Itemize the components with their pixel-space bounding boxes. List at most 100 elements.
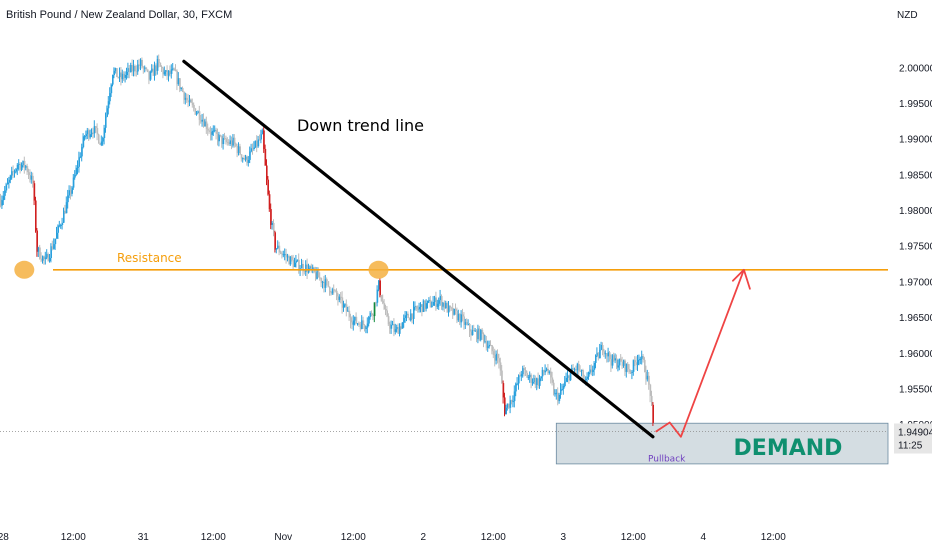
candle-body [166,70,169,76]
candle-body [30,175,33,180]
candle-body [576,363,579,371]
candle-body [28,172,30,176]
candle-body [326,279,328,282]
x-tick-label: 12:00 [621,532,646,543]
candle-body [12,171,15,173]
candle-body [627,363,629,370]
candle-body [386,310,388,317]
candle-body [128,68,131,73]
candle-body [91,132,93,135]
candle-body [595,355,597,363]
candle-body [473,330,475,332]
candle-body [148,71,150,80]
demand-zone-layer [555,422,889,465]
candle-body [57,225,59,233]
candle-body [413,306,415,319]
candle-body [280,252,282,254]
candle-body [197,111,199,114]
candle-body [161,66,163,69]
candle-body [435,297,437,307]
candles [0,54,654,426]
candle-body [60,225,62,227]
candle-body [600,345,603,350]
title-separator: , [194,9,202,21]
candle-body [205,121,208,130]
x-tick-label: 12:00 [341,532,366,543]
candle-body [47,254,50,262]
candle-body [578,363,580,371]
currency-label: NZD [897,10,918,21]
candle-body [324,279,327,288]
candle-body [624,360,626,372]
candle-body [75,167,78,175]
candle-body [316,270,318,279]
candle-body [7,182,9,185]
candle-body [343,304,345,308]
x-tick-label: 12:00 [761,532,786,543]
candle-body [508,403,510,408]
candle-body [268,194,271,210]
projection-path [655,269,745,438]
candle-body [331,289,334,294]
candle-body [347,310,349,312]
candle-body [154,65,156,76]
candle-body [29,175,31,180]
candle-body [403,318,405,323]
candle-body [309,266,311,269]
candle-body [432,301,435,306]
candle-body [520,374,523,377]
candle-body [533,378,535,383]
candle-body [541,370,544,377]
y-tick-label: 1.96000 [899,349,932,360]
candle-body [222,138,225,145]
candle-body [336,290,338,297]
candle-body [456,310,458,321]
candle-body [373,302,376,317]
candle-body [518,375,520,384]
candle-body [523,368,526,371]
candle-body [284,254,286,256]
candle-body [245,156,247,160]
candle-body [44,257,47,259]
candle-body [446,303,449,313]
candle-body [560,389,562,395]
candle-body [102,138,104,142]
candle-body [99,143,101,145]
candle-body [506,403,509,408]
candle-body [63,210,65,223]
candle-body [112,75,114,85]
candle-body [201,119,204,122]
candle-body [21,165,23,170]
candle-body [425,303,428,309]
candle-body [168,70,170,76]
candle-body [462,314,464,317]
candle-body [499,362,502,371]
price-tag-value: 1.94904 [898,428,932,439]
candle-body [490,344,492,346]
candle-body [43,256,45,259]
candle-body [131,65,134,72]
candle-body [65,202,68,214]
candle-body [9,175,12,180]
candle-body [221,135,223,145]
candle-body [362,320,365,325]
candle-body [491,345,493,352]
candle-body [592,369,594,373]
candle-body [513,391,516,402]
candle-body [58,225,61,227]
candle-body [597,352,600,359]
candle-body [625,363,628,372]
candle-body [36,230,38,252]
candle-body [240,154,243,159]
candle-body [116,68,118,78]
candle-body [294,262,296,267]
candle-body [411,313,414,319]
candle-body [583,379,586,381]
candle-body [338,296,341,300]
candle-body [567,375,569,378]
symbol-name: British Pound / New Zealand Dollar [6,9,177,21]
candle-body [616,358,618,368]
candle-body [323,281,325,288]
candle-body [455,308,457,311]
